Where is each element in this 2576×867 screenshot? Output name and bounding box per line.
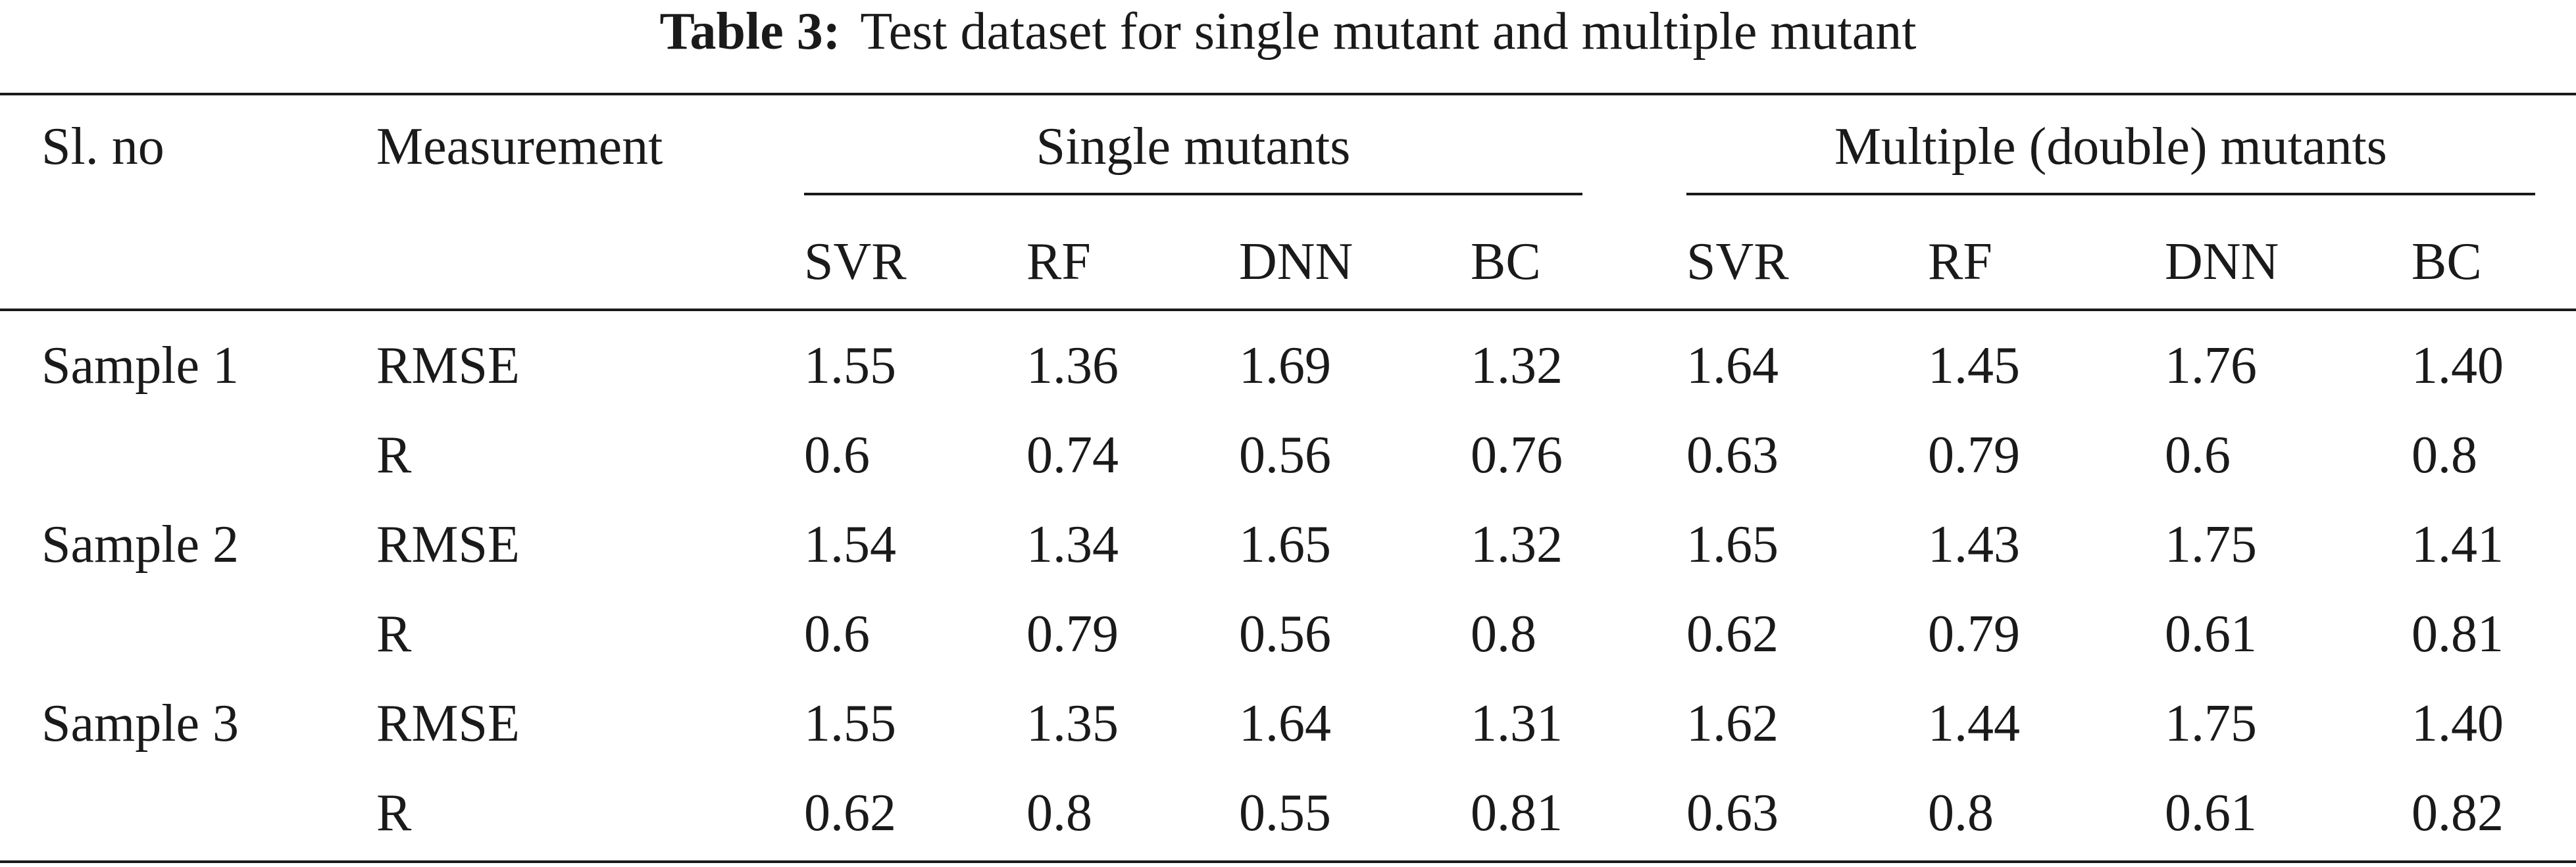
cell-multiple-bc: 0.82 [2412, 784, 2504, 842]
cell-single-rf: 1.36 [1026, 337, 1119, 395]
single-group-rule [804, 193, 1582, 195]
cell-multiple-bc: 1.40 [2412, 337, 2504, 395]
cell-single-svr: 0.62 [804, 784, 896, 842]
cell-multiple-bc: 1.41 [2412, 516, 2504, 574]
cell-multiple-dnn: 1.75 [2165, 695, 2257, 753]
header-model-multiple-4: BC [2412, 233, 2482, 291]
cell-multiple-dnn: 0.61 [2165, 784, 2257, 842]
header-measurement: Measurement [376, 118, 663, 176]
cell-single-dnn: 1.64 [1239, 695, 1331, 753]
cell-multiple-bc: 1.40 [2412, 695, 2504, 753]
cell-multiple-dnn: 0.6 [2165, 426, 2231, 484]
cell-single-dnn: 0.56 [1239, 605, 1331, 663]
table-caption-label: Table 3: [659, 3, 841, 61]
cell-single-rf: 1.34 [1026, 516, 1119, 574]
cell-multiple-bc: 0.81 [2412, 605, 2504, 663]
cell-single-bc: 0.76 [1471, 426, 1563, 484]
bottom-rule [0, 860, 2576, 863]
cell-multiple-svr: 0.62 [1686, 605, 1779, 663]
row-sample-label: Sample 3 [41, 695, 239, 753]
row-measure-label: R [376, 426, 412, 484]
cell-multiple-dnn: 1.75 [2165, 516, 2257, 574]
cell-single-rf: 1.35 [1026, 695, 1119, 753]
cell-single-rf: 0.79 [1026, 605, 1119, 663]
cell-single-svr: 0.6 [804, 605, 870, 663]
cell-single-bc: 0.8 [1471, 605, 1536, 663]
cell-single-bc: 1.32 [1471, 516, 1563, 574]
cell-multiple-svr: 1.62 [1686, 695, 1779, 753]
cell-single-bc: 0.81 [1471, 784, 1563, 842]
row-measure-label: R [376, 784, 412, 842]
row-measure-label: RMSE [376, 516, 520, 574]
row-sample-label: Sample 1 [41, 337, 239, 395]
top-rule [0, 93, 2576, 95]
cell-multiple-rf: 0.79 [1928, 426, 2020, 484]
table-caption-text: Test dataset for single mutant and multi… [860, 3, 1917, 61]
cell-single-dnn: 0.56 [1239, 426, 1331, 484]
multiple-group-rule [1686, 193, 2535, 195]
cell-single-svr: 0.6 [804, 426, 870, 484]
cell-multiple-dnn: 1.76 [2165, 337, 2257, 395]
header-model-multiple-1: SVR [1686, 233, 1789, 291]
cell-multiple-rf: 0.8 [1928, 784, 1994, 842]
cell-single-rf: 0.8 [1026, 784, 1092, 842]
header-model-single-2: RF [1026, 233, 1091, 291]
cell-multiple-rf: 0.79 [1928, 605, 2020, 663]
cell-multiple-svr: 0.63 [1686, 784, 1779, 842]
cell-multiple-svr: 0.63 [1686, 426, 1779, 484]
cell-single-dnn: 1.65 [1239, 516, 1331, 574]
row-measure-label: R [376, 605, 412, 663]
table-caption: Table 3: Test dataset for single mutant a… [0, 0, 2576, 63]
cell-single-svr: 1.54 [804, 516, 896, 574]
cell-multiple-rf: 1.45 [1928, 337, 2020, 395]
cell-multiple-dnn: 0.61 [2165, 605, 2257, 663]
header-slno: Sl. no [41, 118, 164, 176]
cell-multiple-rf: 1.43 [1928, 516, 2020, 574]
cell-single-svr: 1.55 [804, 337, 896, 395]
row-measure-label: RMSE [376, 695, 520, 753]
cell-single-dnn: 1.69 [1239, 337, 1331, 395]
cell-single-svr: 1.55 [804, 695, 896, 753]
header-model-multiple-2: RF [1928, 233, 1992, 291]
header-model-single-4: BC [1471, 233, 1541, 291]
header-rule [0, 309, 2576, 311]
header-model-single-1: SVR [804, 233, 907, 291]
cell-multiple-bc: 0.8 [2412, 426, 2477, 484]
cell-single-rf: 0.74 [1026, 426, 1119, 484]
row-measure-label: RMSE [376, 337, 520, 395]
header-model-multiple-3: DNN [2165, 233, 2279, 291]
cell-multiple-rf: 1.44 [1928, 695, 2020, 753]
header-group-single: Single mutants [1036, 118, 1351, 176]
header-group-multiple: Multiple (double) mutants [1834, 118, 2387, 176]
cell-multiple-svr: 1.64 [1686, 337, 1779, 395]
cell-single-dnn: 0.55 [1239, 784, 1331, 842]
cell-single-bc: 1.32 [1471, 337, 1563, 395]
header-model-single-3: DNN [1239, 233, 1353, 291]
cell-single-bc: 1.31 [1471, 695, 1563, 753]
cell-multiple-svr: 1.65 [1686, 516, 1779, 574]
row-sample-label: Sample 2 [41, 516, 239, 574]
